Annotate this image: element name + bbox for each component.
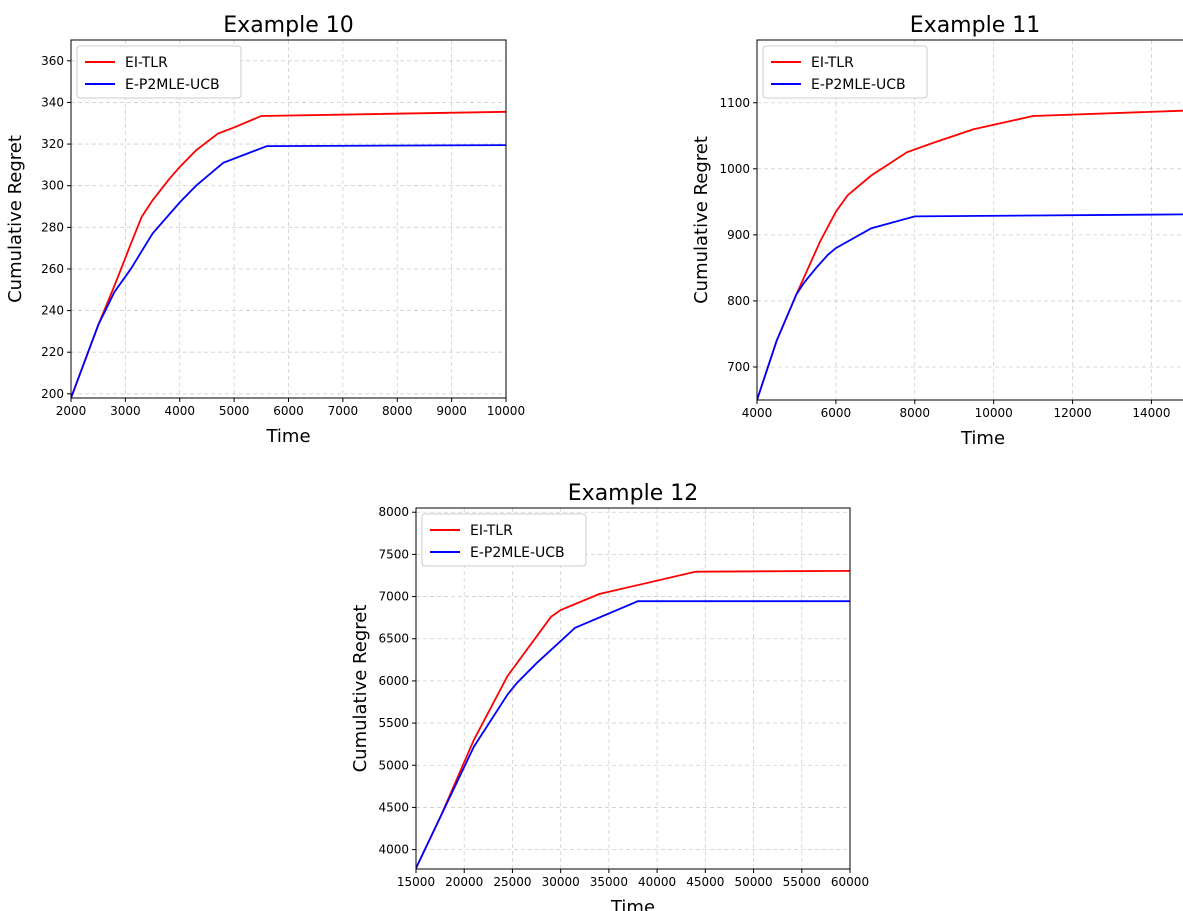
x-tick-label: 7000 <box>328 404 359 418</box>
y-tick-label: 340 <box>41 95 64 109</box>
x-tick-label: 45000 <box>686 875 724 889</box>
series-line-ei-tlr <box>416 569 850 869</box>
y-tick-label: 1000 <box>719 162 750 176</box>
chart-2: 4000 6000 8000 10000 12000 14000 700 800 900 1000… <box>691 13 1183 449</box>
y-tick-label: 5000 <box>378 758 409 772</box>
x-tick-label: 3000 <box>110 404 141 418</box>
x-axis-label: Time <box>265 426 310 447</box>
y-tick-label: 260 <box>41 262 64 276</box>
y-axis-label: Cumulative Regret <box>350 605 371 773</box>
x-tick-label: 5000 <box>219 404 250 418</box>
x-tick-label: 12000 <box>1053 406 1091 420</box>
y-tick-label: 280 <box>41 220 64 234</box>
y-tick-label: 300 <box>41 179 64 193</box>
x-tick-label: 10000 <box>487 404 525 418</box>
series-line-e-p2mle-ucb <box>416 600 850 869</box>
x-tick-label: 55000 <box>783 875 821 889</box>
x-tick-label: 10000 <box>975 406 1013 420</box>
legend-label: E-P2MLE-UCB <box>125 77 220 93</box>
y-tick-label: 7000 <box>378 590 409 604</box>
x-tick-label: 50000 <box>734 875 772 889</box>
y-tick-label: 700 <box>727 360 750 374</box>
y-tick-label: 5500 <box>378 716 409 730</box>
y-axis-label: Cumulative Regret <box>5 135 26 303</box>
y-tick-label: 1100 <box>719 96 750 110</box>
y-tick-label: 8000 <box>378 505 409 519</box>
y-tick-label: 320 <box>41 137 64 151</box>
x-tick-label: 6000 <box>821 406 852 420</box>
y-tick-label: 6500 <box>378 632 409 646</box>
chart-1: 2000 3000 4000 5000 6000 7000 8000 9000 10000 200… <box>5 13 525 447</box>
plot-frame <box>415 507 851 870</box>
x-tick-label: 2000 <box>56 404 87 418</box>
legend-box <box>762 45 928 99</box>
x-tick-label: 35000 <box>590 875 628 889</box>
x-tick-label: 40000 <box>638 875 676 889</box>
y-tick-label: 240 <box>41 304 64 318</box>
series-line-e-p2mle-ucb <box>71 144 506 398</box>
x-tick-label: 20000 <box>445 875 483 889</box>
legend-label: E-P2MLE-UCB <box>811 77 906 93</box>
x-axis-label: Time <box>960 428 1005 449</box>
legend-label: EI-TLR <box>125 55 168 71</box>
legend: EI-TLR E-P2MLE-UCB <box>762 45 928 99</box>
x-tick-label: 25000 <box>493 875 531 889</box>
chart-3: 15000 20000 25000 30000 35000 40000 45000 50000… <box>350 481 869 911</box>
y-tick-label: 360 <box>41 54 64 68</box>
y-tick-label: 7500 <box>378 547 409 561</box>
x-tick-label: 8000 <box>382 404 413 418</box>
y-tick-label: 200 <box>41 387 64 401</box>
y-tick-label: 800 <box>727 294 750 308</box>
plot-frame <box>756 39 1183 401</box>
chart-title: Example 10 <box>223 13 353 38</box>
x-tick-label: 30000 <box>542 875 580 889</box>
x-tick-label: 9000 <box>436 404 467 418</box>
x-tick-label: 14000 <box>1132 406 1170 420</box>
y-tick-label: 4000 <box>378 843 409 857</box>
series-line-e-p2mle-ucb <box>757 213 1183 400</box>
y-tick-label: 220 <box>41 345 64 359</box>
legend-label: EI-TLR <box>470 523 513 539</box>
legend-label: E-P2MLE-UCB <box>470 545 565 561</box>
legend-box <box>76 45 242 99</box>
x-tick-label: 15000 <box>397 875 435 889</box>
x-tick-label: 60000 <box>831 875 869 889</box>
x-tick-label: 6000 <box>273 404 304 418</box>
y-tick-label: 900 <box>727 228 750 242</box>
chart-title: Example 12 <box>568 481 698 506</box>
legend: EI-TLR E-P2MLE-UCB <box>76 45 242 99</box>
legend-box <box>421 513 587 567</box>
series-line-ei-tlr <box>757 109 1183 400</box>
y-axis-label: Cumulative Regret <box>691 136 712 304</box>
chart-title: Example 11 <box>910 13 1040 38</box>
x-tick-label: 4000 <box>742 406 773 420</box>
y-tick-label: 6000 <box>378 674 409 688</box>
y-tick-label: 4500 <box>378 800 409 814</box>
x-tick-label: 4000 <box>164 404 195 418</box>
legend: EI-TLR E-P2MLE-UCB <box>421 513 587 567</box>
x-tick-label: 8000 <box>900 406 931 420</box>
x-axis-label: Time <box>610 897 655 911</box>
legend-label: EI-TLR <box>811 55 854 71</box>
